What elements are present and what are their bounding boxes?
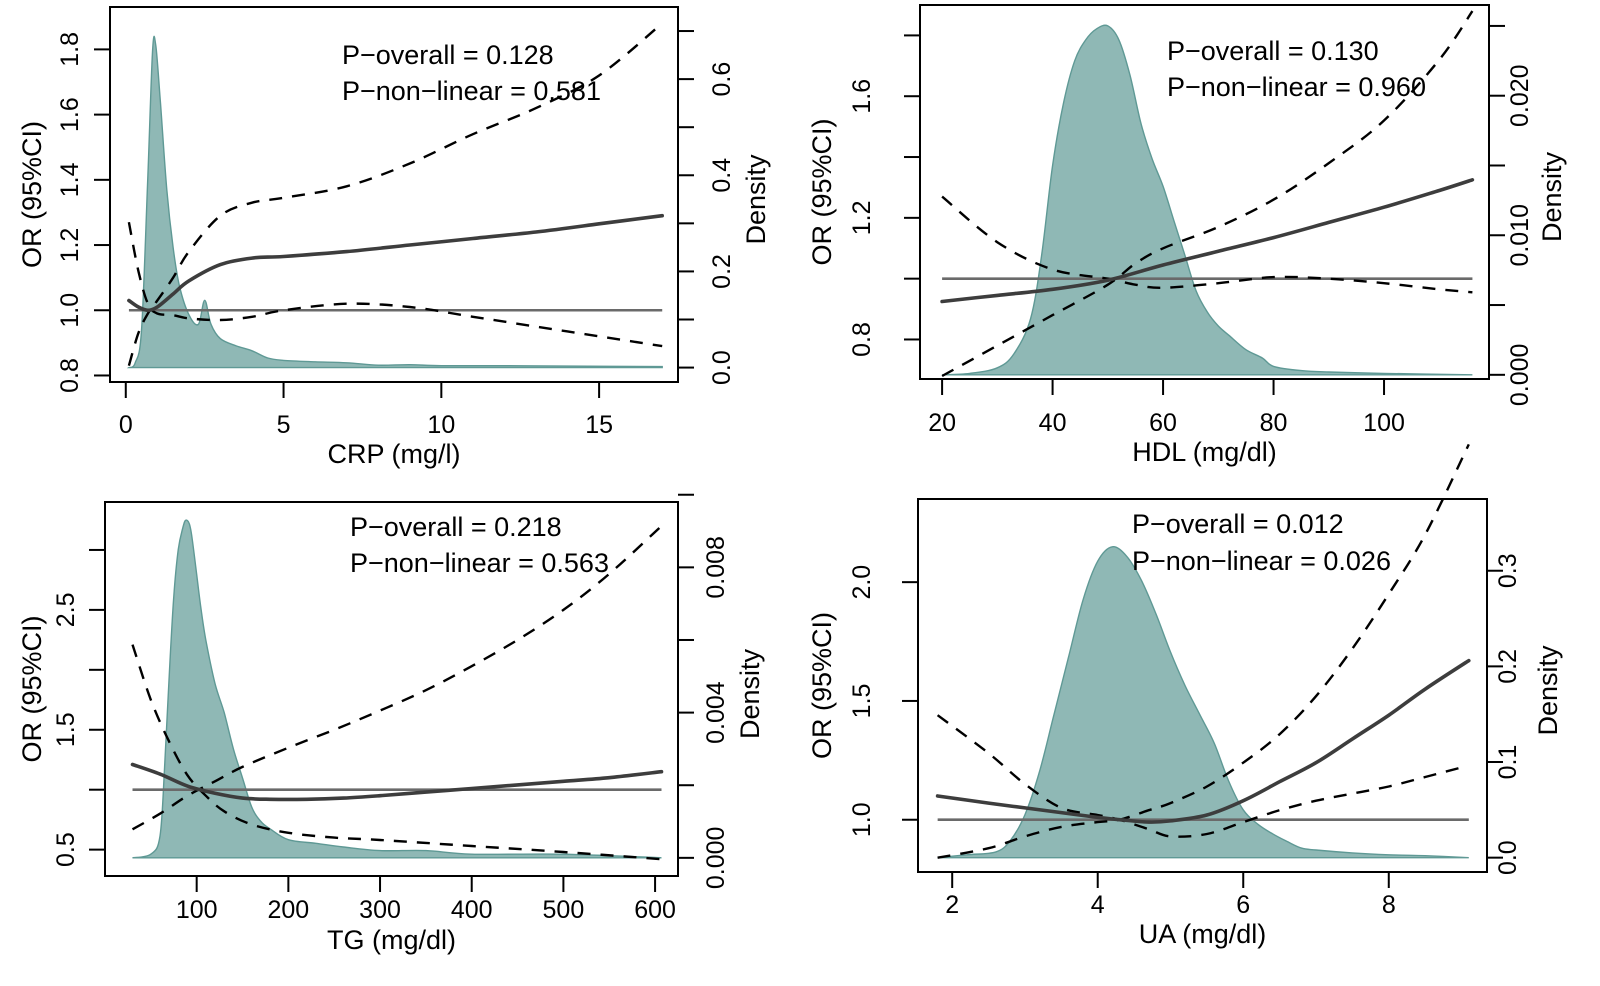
p-overall-annotation: P−overall = 0.012 bbox=[1132, 509, 1344, 539]
or-line bbox=[127, 213, 664, 313]
y-tick-label: 0.5 bbox=[52, 832, 80, 867]
p-overall-annotation: P−overall = 0.218 bbox=[350, 512, 562, 542]
density-area bbox=[132, 519, 662, 859]
p-nonlinear-annotation: P−non−linear = 0.026 bbox=[1132, 546, 1391, 576]
y-tick-label: 1.5 bbox=[848, 684, 876, 719]
x-axis-title: CRP (mg/l) bbox=[327, 439, 460, 469]
y-tick-label: 0.8 bbox=[848, 322, 876, 357]
x-tick-label: 0 bbox=[119, 411, 133, 439]
panel-hdl: 20 40 60 80 100 HDL (mg/dl) 0.8 1.2 1.6 OR (95%CI… bbox=[807, 4, 1567, 467]
y2-tick-label: 0.004 bbox=[702, 681, 730, 744]
x-tick-label: 4 bbox=[1091, 891, 1105, 919]
y-axis-title: OR (95%CI) bbox=[17, 615, 47, 762]
y-tick-label: 1.4 bbox=[56, 162, 84, 197]
y2-tick-label: 0.0 bbox=[708, 350, 736, 385]
ci-lower-line bbox=[131, 644, 662, 861]
y2-tick-label: 0.6 bbox=[708, 62, 736, 97]
ci-upper-line bbox=[131, 525, 663, 831]
y-tick-label: 1.8 bbox=[56, 32, 84, 67]
y2-axis-title: Density bbox=[1533, 645, 1563, 736]
or-line bbox=[130, 762, 664, 802]
y2-tick-label: 0.000 bbox=[702, 827, 730, 890]
x-tick-label: 5 bbox=[277, 411, 291, 439]
y2-axis-title: Density bbox=[1537, 151, 1567, 242]
y-tick-label: 1.6 bbox=[56, 97, 84, 132]
y2-tick-label: 0.3 bbox=[1494, 553, 1522, 588]
density-area bbox=[937, 546, 1469, 859]
y2-tick-label: 0.020 bbox=[1506, 64, 1534, 127]
x-axis-title: UA (mg/dl) bbox=[1139, 919, 1267, 949]
y-tick-label: 1.2 bbox=[56, 228, 84, 263]
ci-upper-line bbox=[937, 443, 1470, 859]
x-tick-label: 400 bbox=[451, 896, 493, 924]
x-tick-label: 600 bbox=[634, 896, 676, 924]
y2-tick-label: 0.2 bbox=[1494, 649, 1522, 684]
x-axis-title: TG (mg/dl) bbox=[327, 925, 456, 955]
y-tick-label: 1.0 bbox=[848, 802, 876, 837]
ci-upper-line bbox=[941, 10, 1474, 378]
x-tick-label: 60 bbox=[1149, 409, 1177, 437]
y-tick-label: 2.5 bbox=[52, 593, 80, 628]
panel-tg: 100 200 300 400 500 600 TG (mg/dl) 0.5 1.5 2.5OR … bbox=[17, 493, 765, 955]
x-tick-label: 200 bbox=[268, 896, 310, 924]
x-axis-title: HDL (mg/dl) bbox=[1132, 437, 1277, 467]
p-nonlinear-annotation: P−non−linear = 0.581 bbox=[342, 76, 601, 106]
p-overall-annotation: P−overall = 0.128 bbox=[342, 40, 554, 70]
y2-axis-title: Density bbox=[741, 154, 771, 245]
density-area bbox=[126, 35, 663, 369]
y2-axis-title: Density bbox=[735, 648, 765, 739]
x-tick-label: 300 bbox=[359, 896, 401, 924]
or-line bbox=[940, 178, 1475, 304]
y2-tick-label: 0.1 bbox=[1494, 745, 1522, 780]
x-tick-label: 100 bbox=[176, 896, 218, 924]
y-axis-title: OR (95%CI) bbox=[17, 121, 47, 268]
ci-upper-line bbox=[127, 22, 663, 367]
y2-tick-label: 0.0 bbox=[1494, 840, 1522, 875]
ci-lower-line bbox=[936, 714, 1462, 838]
x-tick-label: 80 bbox=[1260, 409, 1288, 437]
x-tick-label: 2 bbox=[945, 891, 959, 919]
panel-ua: 2 4 6 8 UA (mg/dl) 1.0 1.5 2.0 OR (95%CI) 0.0 0.1 0… bbox=[807, 443, 1563, 949]
x-tick-label: 8 bbox=[1382, 891, 1396, 919]
y2-tick-label: 0.010 bbox=[1506, 204, 1534, 267]
y-tick-label: 1.5 bbox=[52, 712, 80, 747]
x-tick-label: 40 bbox=[1039, 409, 1067, 437]
x-tick-label: 6 bbox=[1236, 891, 1250, 919]
y2-tick-label: 0.4 bbox=[708, 158, 736, 193]
ci-lower-line bbox=[127, 221, 663, 348]
y-axis-title: OR (95%CI) bbox=[807, 118, 837, 265]
y2-tick-label: 0.008 bbox=[702, 536, 730, 599]
x-tick-label: 10 bbox=[427, 411, 455, 439]
y-axis-title: OR (95%CI) bbox=[807, 612, 837, 759]
y-tick-label: 2.0 bbox=[848, 565, 876, 600]
x-tick-label: 15 bbox=[585, 411, 613, 439]
y-tick-label: 1.6 bbox=[848, 79, 876, 114]
y-tick-label: 1.0 bbox=[56, 293, 84, 328]
x-tick-label: 500 bbox=[543, 896, 585, 924]
or-line bbox=[935, 658, 1471, 824]
y-tick-label: 0.8 bbox=[56, 358, 84, 393]
y2-tick-label: 0.2 bbox=[708, 254, 736, 289]
p-overall-annotation: P−overall = 0.130 bbox=[1167, 36, 1379, 66]
y-tick-label: 1.2 bbox=[848, 200, 876, 235]
ci-lower-line bbox=[941, 195, 1473, 294]
y2-tick-label: 0.000 bbox=[1506, 344, 1534, 407]
p-nonlinear-annotation: P−non−linear = 0.563 bbox=[350, 548, 609, 578]
x-tick-label: 20 bbox=[928, 409, 956, 437]
panel-crp: 0 5 10 15 CRP (mg/l) 0.8 1.0 1.2 1.4 1.6 1.8 OR (95… bbox=[17, 6, 771, 469]
p-nonlinear-annotation: P−non−linear = 0.960 bbox=[1167, 72, 1426, 102]
x-tick-label: 100 bbox=[1363, 409, 1405, 437]
